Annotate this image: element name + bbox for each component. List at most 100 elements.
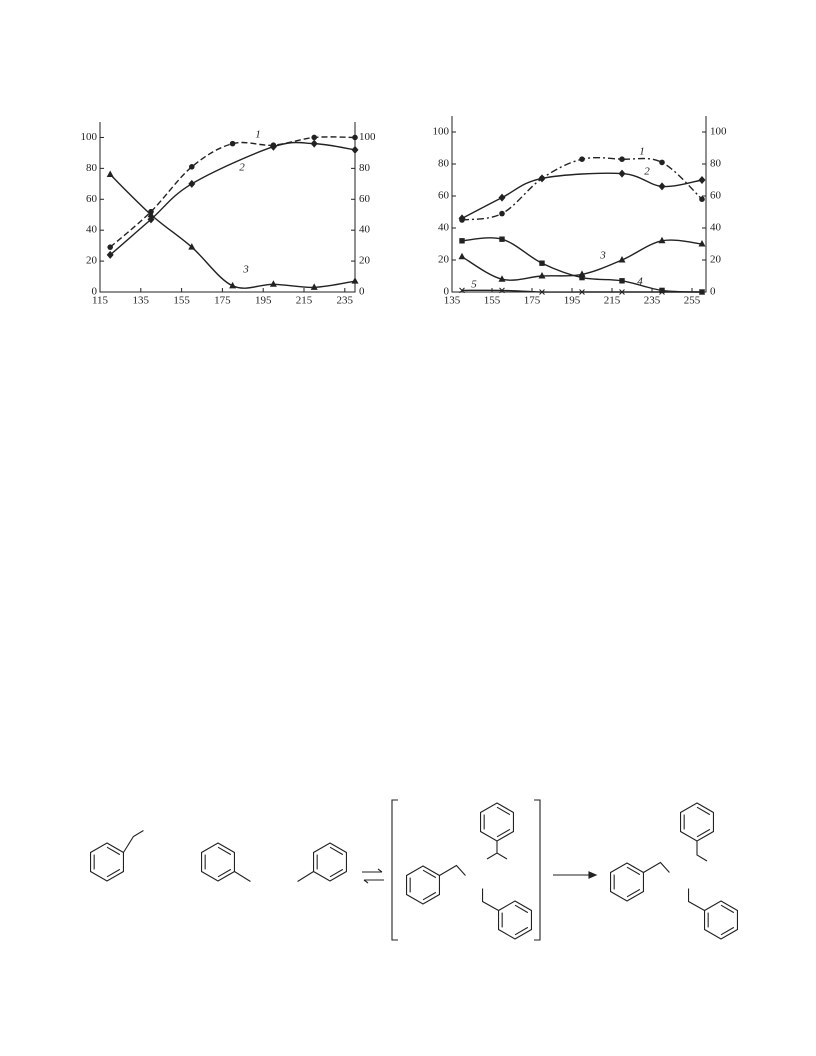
curve-label: 2 — [239, 162, 245, 174]
curve-label: 5 — [471, 279, 477, 291]
marker — [698, 240, 706, 247]
marker — [310, 283, 318, 290]
benzene-ring — [405, 865, 441, 905]
bond — [696, 841, 708, 862]
x-tick-label: 155 — [173, 295, 190, 307]
curve — [109, 174, 356, 289]
y2-tick-label: 100 — [710, 126, 727, 138]
y-tick-label: 0 — [444, 286, 450, 298]
curve — [461, 156, 703, 221]
y-tick-label: 60 — [86, 193, 98, 205]
chart: 115 135 155 175 195 215 235 0 20 40 60 80 100 0 20 40 60… — [81, 122, 376, 307]
reaction-scheme — [89, 799, 739, 941]
marker — [351, 277, 359, 284]
double-bond — [696, 828, 711, 838]
marker — [619, 278, 625, 284]
curve-label: 4 — [637, 276, 643, 288]
marker — [229, 140, 236, 147]
marker — [188, 179, 196, 188]
y-tick-label: 100 — [433, 126, 450, 138]
double-bond — [106, 846, 121, 856]
benzene-ring — [679, 802, 715, 842]
x-tick-label: 235 — [644, 295, 661, 307]
y2-tick-label: 80 — [710, 158, 722, 170]
marker — [189, 164, 195, 170]
marker — [579, 156, 585, 162]
curve — [109, 141, 356, 256]
marker — [539, 289, 545, 295]
marker — [458, 214, 466, 223]
double-bond — [496, 806, 511, 816]
bond — [439, 864, 466, 876]
curve — [461, 237, 703, 293]
chart: 135 155 175 195 215 235 2550204060801000204060… — [433, 116, 727, 307]
curve-label: 3 — [242, 264, 249, 276]
marker — [498, 193, 506, 202]
marker — [498, 275, 506, 282]
marker — [229, 281, 237, 289]
equilibrium-arrow — [362, 868, 384, 884]
curve-label: 3 — [599, 250, 606, 262]
marker — [659, 289, 665, 295]
curve-label: 1 — [255, 129, 261, 141]
marker — [310, 139, 318, 148]
marker — [659, 287, 665, 294]
bond — [643, 861, 670, 873]
bond — [122, 830, 144, 853]
double-bond — [106, 868, 121, 878]
marker — [539, 260, 545, 266]
marker — [619, 289, 625, 295]
double-bond — [514, 904, 529, 914]
marker — [538, 174, 546, 183]
marker — [269, 142, 277, 151]
arrow-head — [588, 871, 598, 879]
curve-label: 2 — [644, 166, 650, 178]
y-tick-label: 60 — [438, 190, 450, 202]
x-tick-label: 155 — [484, 295, 501, 307]
marker — [579, 274, 585, 281]
marker — [538, 272, 546, 279]
y-tick-label: 20 — [438, 254, 450, 266]
marker — [579, 289, 585, 295]
y-tick-label: 0 — [92, 286, 98, 298]
y2-tick-label: 0 — [710, 286, 716, 298]
marker — [499, 210, 505, 217]
double-bond — [514, 926, 529, 936]
curve — [461, 172, 703, 220]
y-tick-label: 20 — [86, 255, 98, 267]
marker — [658, 236, 666, 244]
marker — [311, 134, 318, 141]
x-tick-label: 175 — [524, 295, 541, 307]
benzene-ring — [609, 862, 645, 902]
double-bond — [422, 869, 437, 879]
double-bond — [720, 904, 735, 914]
double-bond — [217, 868, 232, 878]
benzene-ring — [703, 900, 739, 940]
y2-tick-label: 60 — [359, 193, 371, 205]
y2-tick-label: 60 — [710, 190, 722, 202]
benzene-ring — [479, 802, 515, 842]
x-tick-label: 255 — [684, 295, 701, 307]
marker — [352, 134, 358, 141]
bond — [481, 888, 499, 911]
marker — [698, 176, 706, 184]
axis-frame — [99, 122, 356, 293]
curve — [109, 136, 356, 248]
marker — [699, 289, 705, 295]
double-bond — [696, 806, 711, 816]
marker — [499, 236, 505, 242]
marker — [147, 210, 155, 218]
marker — [458, 252, 466, 260]
y-tick-label: 40 — [86, 224, 98, 236]
x-tick-label: 195 — [564, 295, 581, 307]
y2-tick-label: 20 — [710, 254, 722, 266]
double-bond — [626, 866, 641, 876]
x-tick-label: 175 — [214, 295, 231, 307]
marker — [107, 244, 113, 250]
y2-tick-label: 40 — [359, 224, 371, 236]
bond — [297, 871, 314, 882]
curve-label: 1 — [639, 146, 645, 158]
marker — [619, 156, 625, 162]
